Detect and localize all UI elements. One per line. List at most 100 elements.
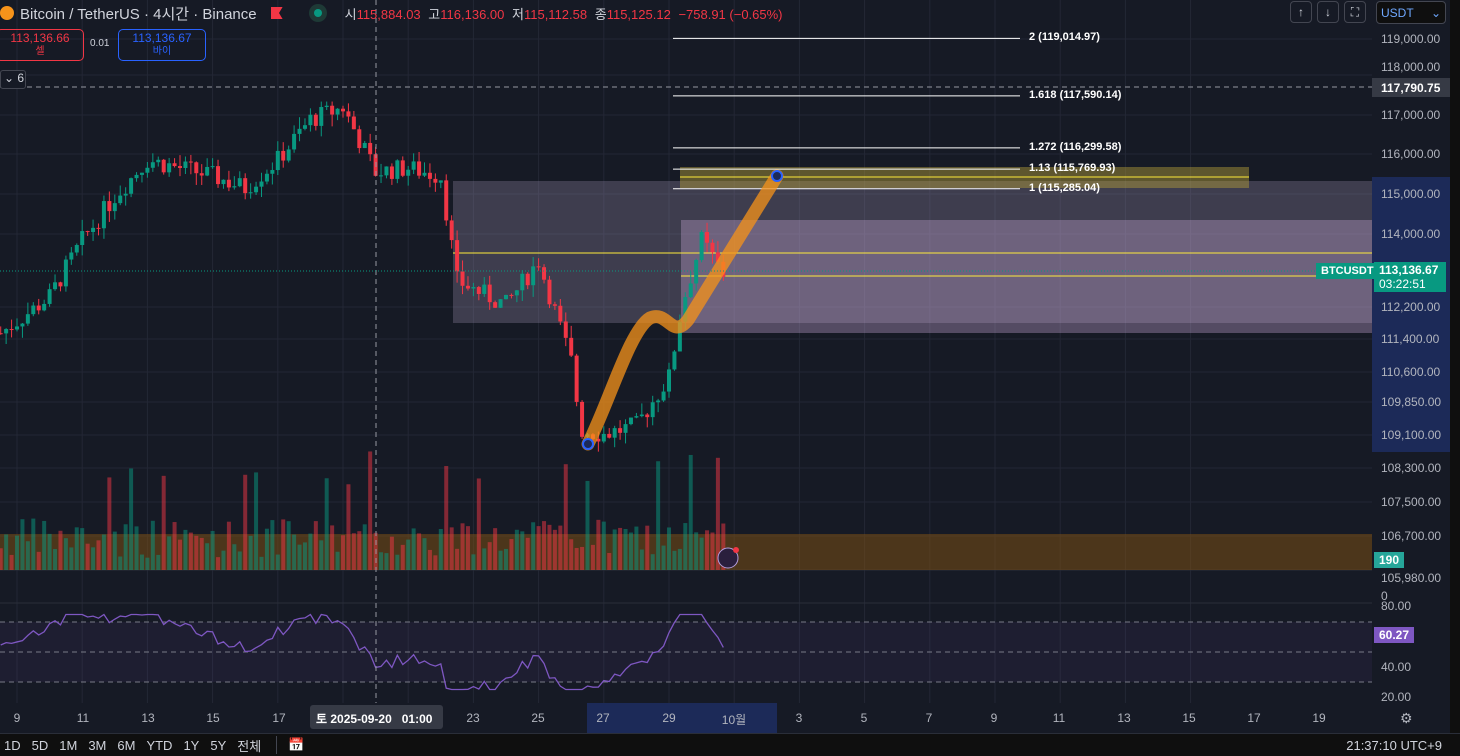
volume-bar [346,484,351,570]
chart-canvas[interactable] [0,0,1372,733]
candle-body [297,128,302,134]
time-axis[interactable]: 토 2025-09-20 01:00 9 11 13 15 17 23 25 27 29 10월 3… [0,703,1372,733]
volume-bar [0,548,3,570]
volume-bar [531,522,536,570]
price-tick: 111,400.00 [1381,332,1440,346]
range-button-1M[interactable]: 1M [59,737,78,753]
candle-body [525,273,530,286]
candle-body [400,160,405,176]
candle-body [308,114,313,126]
candle-body [471,287,476,289]
fib-level-label: 1 (115,285.04) [1029,181,1100,194]
range-button-1D[interactable]: 1D [4,737,21,753]
rsi-line [0,613,724,691]
time-tick: 27 [596,711,610,725]
candle-body [91,227,96,233]
volume-bar [623,528,628,570]
chart-tools: ↑ ↓ ⛶ [1290,1,1366,23]
volume-bar [656,461,661,570]
volume-bar [161,475,166,570]
time-tick: 9 [13,711,21,725]
volume-bar [395,554,400,570]
symbol-title[interactable]: Bitcoin / TetherUS · 4시간 · Binance [20,5,257,23]
sell-button[interactable]: 113,136.66 셀 [0,29,84,61]
candle-body [4,329,9,334]
volume-bar [465,526,470,570]
price-axis[interactable]: 117,790.75 113,136.67 03:22:51 190 0 60.2… [1372,0,1460,733]
range-button-5D[interactable]: 5D [31,737,49,753]
volume-bar [618,527,623,570]
volume-bar [688,454,693,570]
candle-body [368,142,373,155]
volume-bar [145,557,150,570]
volume-bar [667,527,671,570]
indicators-toggle[interactable]: ⌄ 6 [0,70,26,89]
candle-body [449,220,454,241]
candle-body [199,173,204,176]
volume-bar [275,554,280,570]
candle-body [542,267,547,280]
price-tick: 118,000.00 [1381,60,1441,74]
arrow-up-icon[interactable]: ↑ [1290,1,1312,23]
range-button-6M[interactable]: 6M [117,737,136,753]
candle-body [465,285,470,289]
volume-bar [31,518,36,570]
time-tick: 25 [531,711,545,725]
candle-body [20,323,25,327]
range-button-3M[interactable]: 3M [88,737,107,753]
volume-bar [194,535,199,570]
volume-bar [650,554,655,570]
candle-body [552,304,557,306]
volume-bar [341,535,345,570]
price-change: −758.91 (−0.65%) [678,6,783,22]
time-tick: 3 [795,711,803,725]
volume-bar [150,520,155,570]
settings-icon[interactable]: ⚙ [1400,710,1413,726]
volume-bar [216,557,221,570]
range-button-YTD[interactable]: YTD [146,737,173,753]
candle-body [58,282,63,287]
candle-body [123,193,128,196]
volume-bar [69,547,74,570]
candle-body [313,114,318,126]
crosshair-time-label: 토 2025-09-20 01:00 [310,705,443,729]
volume-bar [612,529,617,570]
volume-bar [123,524,128,570]
arrow-down-icon[interactable]: ↓ [1317,1,1339,23]
chevron-down-icon: ⌄ [4,71,15,85]
time-tick: 15 [206,711,220,725]
scrollbar[interactable] [1450,0,1460,733]
volume-bar [15,535,19,570]
volume-bar [710,532,715,570]
volume-bar [427,549,432,570]
range-button-1Y[interactable]: 1Y [183,737,200,753]
volume-bar [226,521,231,570]
chart-background [0,0,1372,733]
volume-bar [487,542,492,570]
buy-button[interactable]: 113,136.67 바이 [118,29,206,61]
volume-bar [628,532,633,570]
range-button-5Y[interactable]: 5Y [210,737,227,753]
volume-bar [455,548,460,570]
fullscreen-icon[interactable]: ⛶ [1344,1,1366,23]
candle-body [134,174,139,179]
candle-body [623,424,628,433]
currency-select[interactable]: USDT ⌄ [1376,1,1446,24]
candle-body [427,172,432,179]
candle-body [438,180,443,183]
volume-bar [699,537,704,570]
candle-body [167,163,172,173]
candle-body [118,195,123,204]
volume-bar [509,539,514,570]
range-button-전체[interactable]: 전체 [237,738,262,754]
candle-body [520,273,525,291]
calendar-icon[interactable]: 📅 [288,737,305,752]
flag-icon[interactable] [270,7,283,19]
volume-bar [536,526,541,570]
rsi-tick: 40.00 [1381,660,1412,674]
price-tick: 112,200.00 [1381,300,1441,314]
candle-body [47,289,52,304]
volume-bar [504,548,508,570]
time-tick: 11 [76,711,90,725]
candle-body [53,282,58,290]
